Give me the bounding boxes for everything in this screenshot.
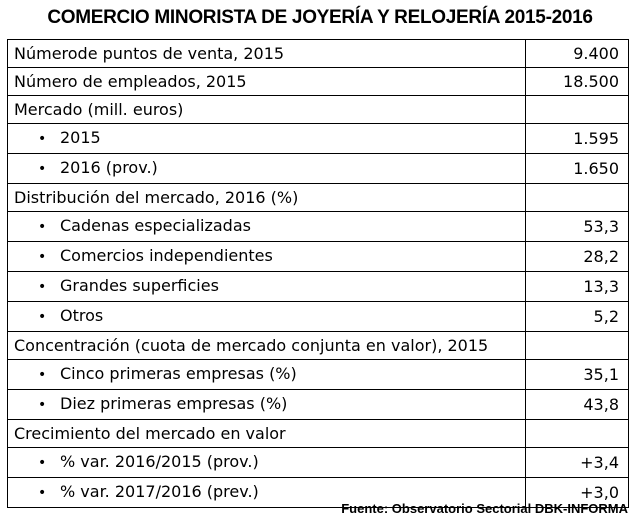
row-value: 18.500 [525, 67, 629, 96]
row-label: • Otros [7, 301, 526, 332]
table-row: Mercado (mill. euros) [7, 95, 629, 124]
table-row: • Diez primeras empresas (%) 43,8 [7, 389, 629, 420]
row-label: Númerode puntos de venta, 2015 [7, 39, 526, 68]
row-label-text: Comercios independientes [60, 246, 273, 265]
row-value: 13,3 [525, 271, 629, 302]
bullet-icon: • [38, 249, 47, 265]
table-row: Númerode puntos de venta, 2015 9.400 [7, 39, 629, 68]
bullet-icon: • [38, 397, 47, 413]
bullet-icon: • [38, 485, 47, 501]
row-value: 9.400 [525, 39, 629, 68]
row-value: 43,8 [525, 389, 629, 420]
row-label: • % var. 2017/2016 (prev.) [7, 477, 526, 508]
table-row: • Grandes superficies 13,3 [7, 271, 629, 302]
table-row: • 2016 (prov.) 1.650 [7, 153, 629, 184]
bullet-icon: • [38, 309, 47, 325]
row-label: • Comercios independientes [7, 241, 526, 272]
row-label-text: % var. 2017/2016 (prev.) [60, 482, 259, 501]
row-label: Distribución del mercado, 2016 (%) [7, 183, 526, 212]
table-row: • Otros 5,2 [7, 301, 629, 332]
row-label: • Cinco primeras empresas (%) [7, 359, 526, 390]
table-row: Número de empleados, 2015 18.500 [7, 67, 629, 96]
row-label-text: Diez primeras empresas (%) [60, 394, 288, 413]
table-row: • % var. 2016/2015 (prov.) +3,4 [7, 447, 629, 478]
row-label: • Grandes superficies [7, 271, 526, 302]
row-value: 1.595 [525, 123, 629, 154]
row-label: • Cadenas especializadas [7, 211, 526, 242]
statistics-table: Númerode puntos de venta, 2015 9.400 Núm… [7, 39, 629, 508]
row-label-text: Cadenas especializadas [60, 216, 251, 235]
row-label-text: Mercado (mill. euros) [14, 100, 184, 119]
row-value: 28,2 [525, 241, 629, 272]
row-label-text: 2016 (prov.) [60, 158, 158, 177]
row-label: • 2015 [7, 123, 526, 154]
row-label-text: Cinco primeras empresas (%) [60, 364, 297, 383]
table-row: • % var. 2017/2016 (prev.) +3,0 [7, 477, 629, 508]
row-value [525, 419, 629, 448]
row-value: +3,4 [525, 447, 629, 478]
row-value: 1.650 [525, 153, 629, 184]
row-value: 5,2 [525, 301, 629, 332]
table-title: COMERCIO MINORISTA DE JOYERÍA Y RELOJERÍ… [47, 7, 593, 28]
row-value: +3,0 [525, 477, 629, 508]
table-row: • 2015 1.595 [7, 123, 629, 154]
row-label: Crecimiento del mercado en valor [7, 419, 526, 448]
bullet-icon: • [38, 455, 47, 471]
bullet-icon: • [38, 161, 47, 177]
table-row: Crecimiento del mercado en valor [7, 419, 629, 448]
row-label-text: Número de empleados, 2015 [14, 72, 247, 91]
row-label: • Diez primeras empresas (%) [7, 389, 526, 420]
row-label: • 2016 (prov.) [7, 153, 526, 184]
row-value [525, 95, 629, 124]
table-row: • Cadenas especializadas 53,3 [7, 211, 629, 242]
source-note: Fuente: Observatorio Sectorial DBK-INFOR… [341, 501, 628, 516]
row-label-text: Otros [60, 306, 104, 325]
row-label-text: Númerode puntos de venta, 2015 [14, 44, 285, 63]
row-label-text: 2015 [60, 128, 101, 147]
row-label-text: Concentración (cuota de mercado conjunta… [14, 336, 489, 355]
bullet-icon: • [38, 131, 47, 147]
bullet-icon: • [38, 279, 47, 295]
row-label: Concentración (cuota de mercado conjunta… [7, 331, 526, 360]
row-label-text: Crecimiento del mercado en valor [14, 424, 286, 443]
bullet-icon: • [38, 367, 47, 383]
table-row: • Cinco primeras empresas (%) 35,1 [7, 359, 629, 390]
row-label-text: Distribución del mercado, 2016 (%) [14, 188, 299, 207]
row-label-text: Grandes superficies [60, 276, 219, 295]
row-label-text: % var. 2016/2015 (prov.) [60, 452, 259, 471]
table-row: Distribución del mercado, 2016 (%) [7, 183, 629, 212]
bullet-icon: • [38, 219, 47, 235]
row-label: Número de empleados, 2015 [7, 67, 526, 96]
row-label: Mercado (mill. euros) [7, 95, 526, 124]
table-row: Concentración (cuota de mercado conjunta… [7, 331, 629, 360]
table-row: • Comercios independientes 28,2 [7, 241, 629, 272]
row-value: 53,3 [525, 211, 629, 242]
row-value: 35,1 [525, 359, 629, 390]
row-value [525, 331, 629, 360]
row-label: • % var. 2016/2015 (prov.) [7, 447, 526, 478]
row-value [525, 183, 629, 212]
